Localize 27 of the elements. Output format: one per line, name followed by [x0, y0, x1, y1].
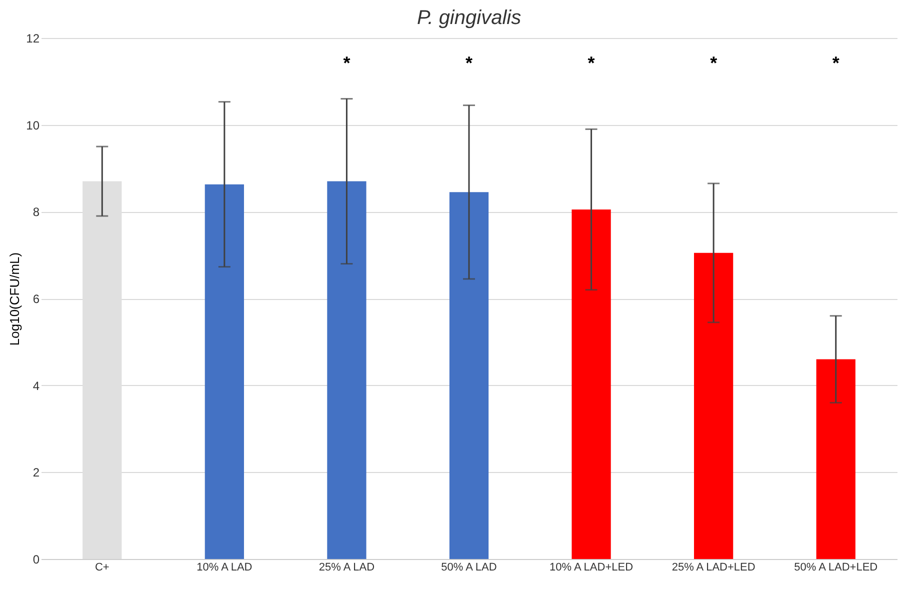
bar	[327, 181, 366, 559]
bar	[816, 359, 856, 559]
bar	[572, 209, 611, 559]
x-tick-label: 50% A LAD+LED	[794, 562, 878, 574]
bar	[694, 252, 734, 559]
x-tick-label: C+	[94, 562, 110, 574]
x-tick-label: 50% A LAD	[441, 562, 497, 574]
bar	[204, 184, 244, 559]
y-tick-label: 8	[32, 205, 40, 220]
x-tick-label: 10% A LAD	[196, 562, 252, 574]
bar	[449, 192, 489, 559]
chart-title: P. gingivalis	[416, 7, 522, 29]
annotation: *	[832, 53, 840, 74]
x-tick-label: 10% A LAD+LED	[550, 562, 634, 574]
y-tick-label: 4	[32, 378, 40, 393]
x-tick-label: 25% A LAD+LED	[672, 562, 756, 574]
y-tick-label: 10	[26, 118, 40, 132]
y-tick-label: 6	[32, 292, 40, 306]
annotation: *	[588, 53, 595, 74]
y-axis-title: Log10(CFU/mL)	[7, 252, 22, 346]
annotation: *	[465, 53, 473, 74]
x-tick-label: 25% A LAD	[318, 562, 375, 574]
y-tick-label: 2	[32, 466, 40, 480]
y-tick-label: 0	[32, 552, 40, 566]
y-tick-label: 12	[26, 32, 40, 46]
annotation: *	[710, 53, 718, 74]
annotation: *	[343, 53, 350, 74]
